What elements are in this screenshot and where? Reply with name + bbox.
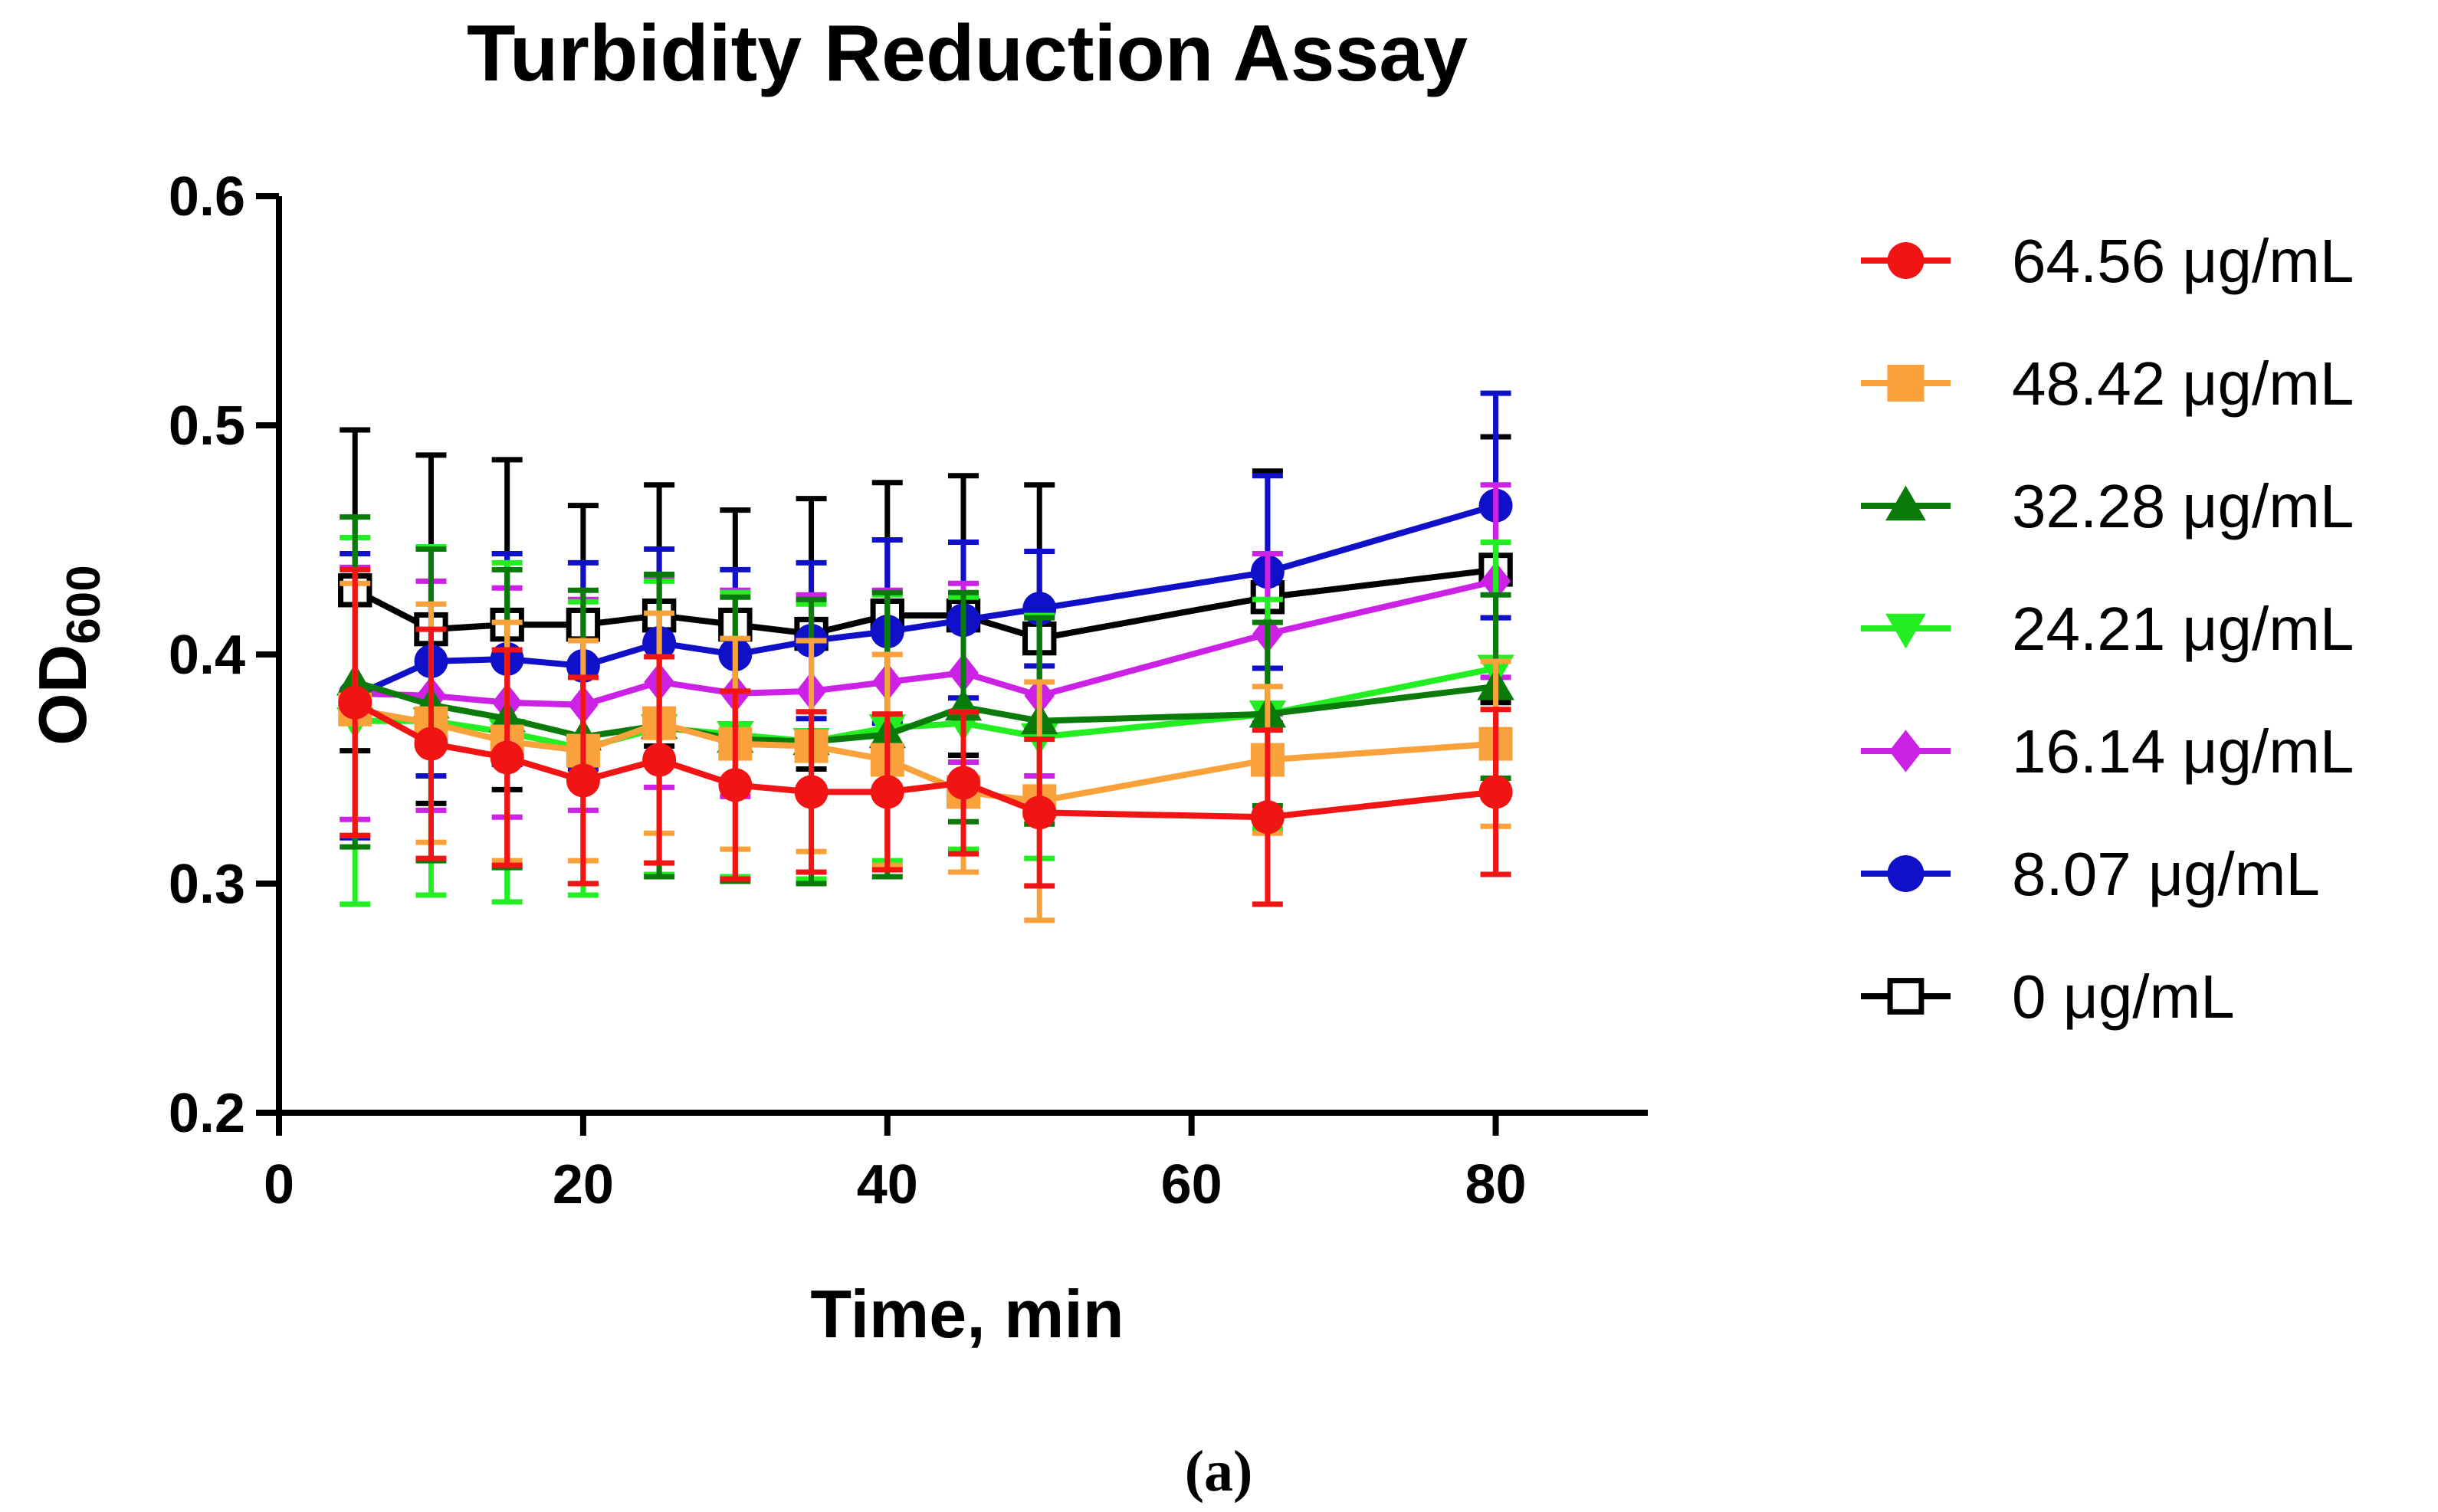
legend-swatch-marker: [1887, 242, 1924, 279]
x-tick-label: 0: [264, 1154, 294, 1215]
y-tick-label: 0.6: [169, 166, 245, 228]
data-point: [414, 726, 448, 761]
legend-swatch-marker: [1885, 613, 1926, 649]
y-axis-label-subscript: 600: [57, 565, 110, 644]
y-tick-label: 0.5: [169, 395, 245, 457]
y-axis-label: OD600: [25, 565, 110, 745]
y-tick-label: 0.3: [169, 854, 245, 915]
legend-item-8-07-g-ml: 8.07 μg/mL: [1861, 840, 2320, 908]
legend-label: 0 μg/mL: [2012, 963, 2235, 1031]
series-line: [355, 578, 1497, 708]
legend-label: 24.21 μg/mL: [2012, 595, 2354, 663]
data-point: [794, 775, 829, 809]
data-point: [338, 685, 372, 720]
y-tick-label: 0.2: [169, 1083, 245, 1144]
legend-item-24-21-g-ml: 24.21 μg/mL: [1861, 595, 2354, 663]
legend-item-32-28-g-ml: 32.28 μg/mL: [1861, 472, 2354, 540]
x-tick-label: 40: [857, 1154, 918, 1215]
data-point: [870, 775, 904, 809]
legend: 64.56 μg/mL 48.42 μg/mL 32.28 μg/mL 24.21 μ…: [1861, 227, 2354, 1031]
legend-item-64-56-g-ml: 64.56 μg/mL: [1861, 227, 2354, 295]
y-tick-label: 0.4: [169, 625, 245, 686]
data-point: [490, 740, 524, 775]
data-point: [642, 743, 677, 777]
series-line: [353, 502, 1497, 699]
legend-item-0-g-ml: 0 μg/mL: [1861, 963, 2235, 1031]
data-point: [1250, 800, 1285, 835]
plot-area: [336, 390, 1514, 923]
legend-swatch-marker: [1887, 978, 1924, 1015]
series-line: [354, 679, 1497, 745]
figure-caption: (a): [1185, 1439, 1253, 1504]
x-axis-label: Time, min: [810, 1276, 1124, 1352]
x-tick-label: 20: [553, 1154, 614, 1215]
legend-swatch-marker: [1888, 730, 1923, 772]
x-tick-label: 60: [1161, 1154, 1222, 1215]
legend-label: 8.07 μg/mL: [2012, 840, 2320, 908]
data-point: [566, 763, 600, 798]
legend-item-48-42-g-ml: 48.42 μg/mL: [1861, 349, 2354, 418]
legend-label: 32.28 μg/mL: [2012, 472, 2354, 540]
legend-swatch-marker: [1885, 485, 1926, 521]
data-point: [1022, 795, 1057, 830]
data-point: [1478, 775, 1513, 809]
legend-swatch-marker: [1887, 855, 1924, 892]
legend-item-16-14-g-ml: 16.14 μg/mL: [1861, 717, 2354, 786]
chart-title: Turbidity Reduction Assay: [467, 9, 1468, 98]
legend-label: 16.14 μg/mL: [2012, 717, 2354, 786]
y-axis-label-main: OD: [25, 644, 100, 746]
axes: 0.2 0.3 0.4 0.5 0.6 0 20 40 60 80: [169, 166, 1648, 1215]
x-tick-label: 80: [1465, 1154, 1527, 1215]
legend-swatch-marker: [1887, 365, 1924, 402]
series-64-56-g-ml: [338, 566, 1513, 907]
data-point: [718, 768, 753, 802]
legend-label: 64.56 μg/mL: [2012, 227, 2354, 295]
legend-label: 48.42 μg/mL: [2012, 349, 2354, 418]
data-point: [947, 766, 980, 800]
